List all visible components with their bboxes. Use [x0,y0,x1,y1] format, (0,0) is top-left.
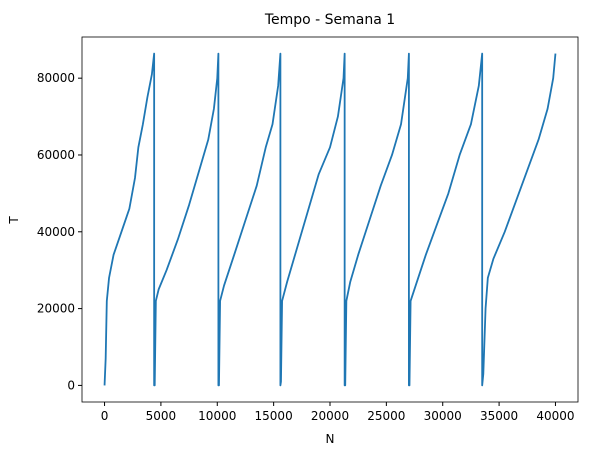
y-axis-label: T [7,216,21,225]
x-tick-label: 0 [101,409,109,423]
x-tick-label: 35000 [480,409,518,423]
chart-title: Tempo - Semana 1 [264,12,395,28]
x-tick-label: 25000 [367,409,405,423]
plot-frame [81,36,579,403]
y-tick-label: 60000 [37,148,75,162]
y-tick-label: 80000 [37,71,75,85]
x-axis-label: N [326,432,335,446]
y-tick-label: 20000 [37,302,75,316]
y-tick-label: 40000 [37,225,75,239]
y-tick-label: 0 [67,378,75,392]
x-tick-label: 5000 [146,409,177,423]
x-tick-label: 15000 [255,409,293,423]
line-series [103,52,557,387]
x-tick-label: 40000 [536,409,574,423]
x-tick-label: 10000 [198,409,236,423]
x-tick-label: 20000 [311,409,349,423]
x-tick-label: 30000 [424,409,462,423]
